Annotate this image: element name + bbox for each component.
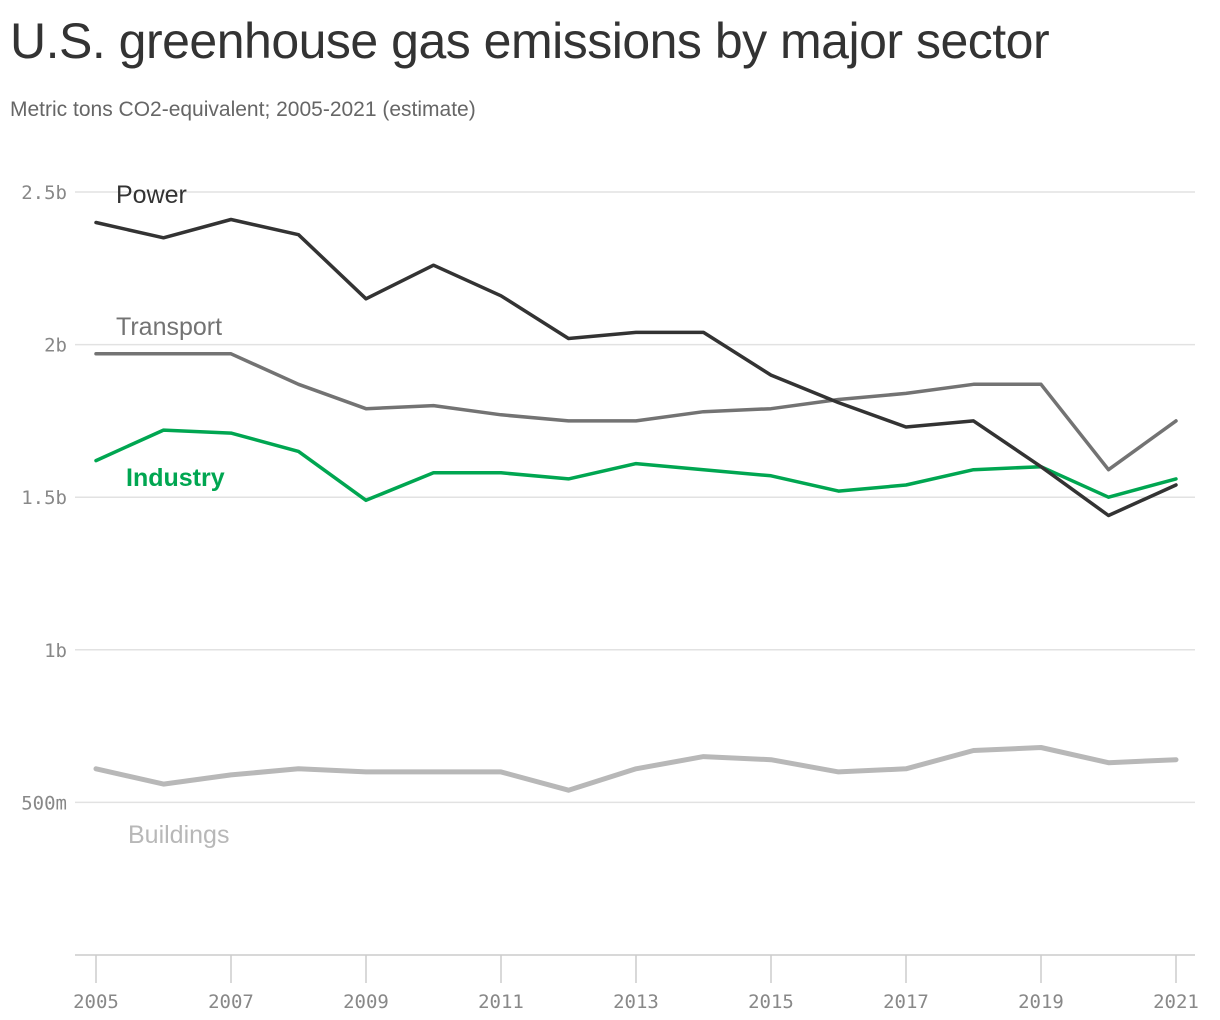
series-line-industry xyxy=(94,428,1178,503)
series-line-buildings xyxy=(93,745,1179,793)
series-labels: Power Transport Industry Buildings xyxy=(116,181,229,849)
x-tick-label: 2017 xyxy=(883,991,929,1013)
x-tick-label: 2013 xyxy=(613,991,659,1013)
y-tick-label: 1b xyxy=(44,640,67,662)
x-tick-label: 2021 xyxy=(1153,991,1199,1013)
y-tick-label: 2.5b xyxy=(21,182,67,204)
gridlines: 500m 1b 1.5b 2b 2.5b xyxy=(21,182,1195,814)
x-axis: 2005 2007 2009 2011 2013 2015 2017 2019 2021 xyxy=(73,954,1199,1013)
y-tick-label: 2b xyxy=(44,335,67,357)
x-tick-label: 2015 xyxy=(748,991,794,1013)
x-tick-label: 2009 xyxy=(343,991,389,1013)
x-tick-label: 2011 xyxy=(478,991,524,1013)
series-label-industry: Industry xyxy=(126,464,225,492)
series-label-transport: Transport xyxy=(116,313,222,341)
series-line-transport xyxy=(94,352,1178,472)
series-label-buildings: Buildings xyxy=(128,821,229,849)
chart-subtitle: Metric tons CO2-equivalent; 2005-2021 (e… xyxy=(10,98,476,121)
series-label-power: Power xyxy=(116,181,187,209)
series-line-power xyxy=(94,217,1178,518)
x-tick-label: 2005 xyxy=(73,991,119,1013)
y-tick-label: 500m xyxy=(21,792,67,814)
x-tick-label: 2007 xyxy=(208,991,254,1013)
x-tick-label: 2019 xyxy=(1018,991,1064,1013)
series-lines xyxy=(93,217,1179,793)
chart-title: U.S. greenhouse gas emissions by major s… xyxy=(10,13,1050,69)
y-tick-label: 1.5b xyxy=(21,487,67,509)
